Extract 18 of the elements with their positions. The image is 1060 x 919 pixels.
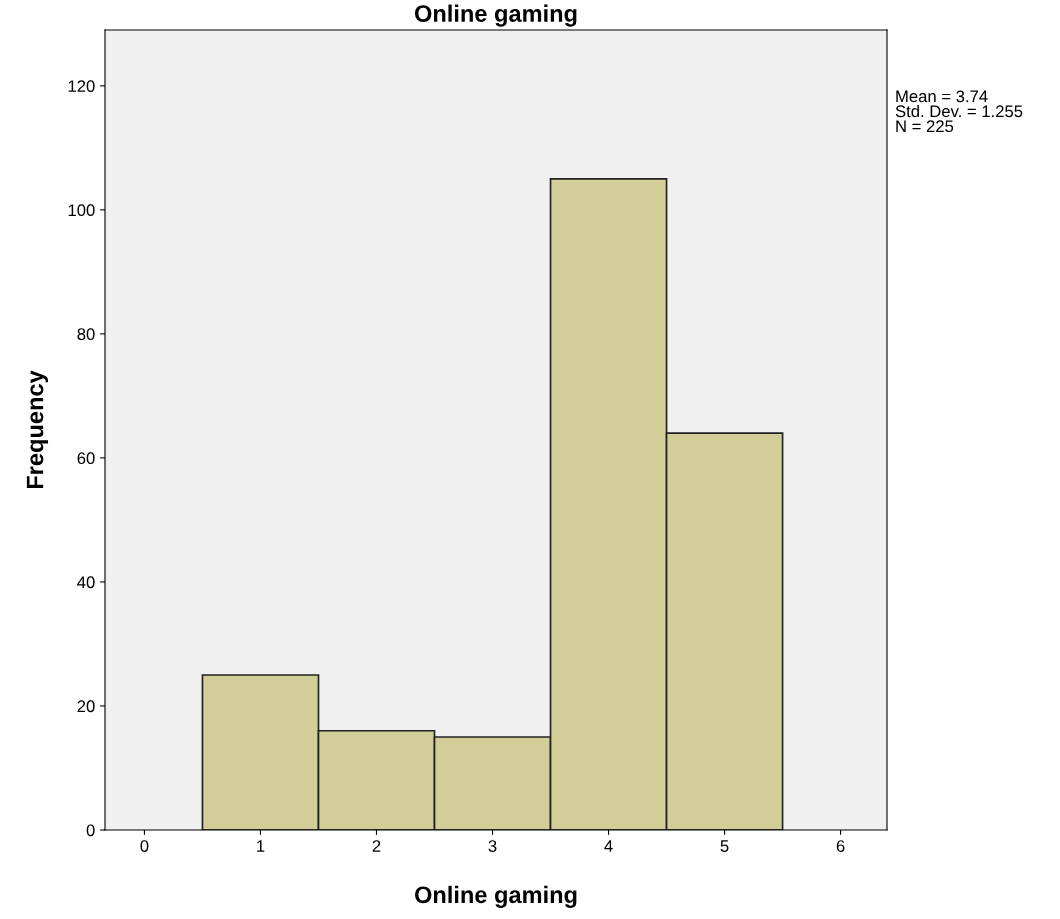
y-tick-label: 120 bbox=[68, 80, 95, 93]
y-tick-label: 40 bbox=[77, 576, 95, 589]
chart-title: Online gaming bbox=[414, 4, 577, 27]
x-tick-label: 4 bbox=[604, 840, 613, 852]
y-tick-label: 0 bbox=[86, 824, 95, 837]
x-tick-label: 1 bbox=[257, 840, 265, 852]
x-tick-label: 5 bbox=[720, 840, 729, 852]
x-tick-label: 3 bbox=[488, 840, 497, 852]
x-tick-label: 6 bbox=[836, 840, 845, 852]
y-tick-label: 20 bbox=[77, 700, 95, 713]
x-axis-title: Online gaming bbox=[414, 885, 577, 908]
y-tick-label: 100 bbox=[68, 204, 95, 217]
x-tick-label: 0 bbox=[140, 840, 149, 852]
y-tick-label: 80 bbox=[77, 328, 95, 341]
y-tick-label: 60 bbox=[77, 452, 95, 465]
y-axis-title: Frequency bbox=[26, 370, 49, 489]
text: Mean = 3.74 Std. Dev. = 1.255 N = 225 bbox=[895, 90, 1023, 133]
x-tick-label: 2 bbox=[372, 840, 381, 852]
